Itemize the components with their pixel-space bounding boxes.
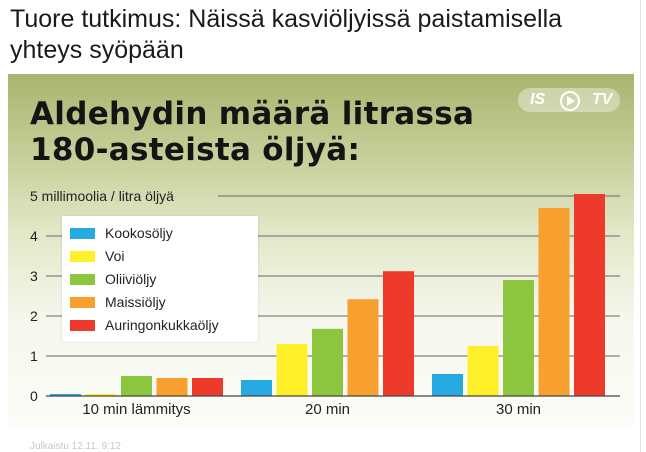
bar-voi: [276, 344, 308, 396]
y-tick-label: 2: [30, 308, 38, 324]
legend-label: Maissiöljy: [105, 294, 166, 310]
y-tick-label: 0: [30, 388, 38, 404]
legend-swatch: [70, 228, 95, 239]
x-tick-label: 10 min lämmitys: [82, 401, 190, 418]
bar-kookosöljy: [50, 394, 81, 396]
infographic-panel: Aldehydin määrä litrassa 180-asteista ölj…: [8, 74, 634, 426]
chart-title-line: Aldehydin määrä litrassa: [30, 96, 475, 132]
bar-voi: [85, 394, 117, 396]
bar-auringonkukkaöljy: [383, 271, 414, 396]
x-tick-label: 30 min: [496, 401, 541, 418]
y-tick-label: 4: [30, 228, 38, 244]
bar-oliiviöljy: [312, 328, 343, 396]
legend-label: Auringonkukkaöljy: [105, 317, 219, 333]
x-tick-label: 20 min: [305, 401, 350, 418]
logo-tv-text: TV: [592, 91, 613, 108]
legend-swatch: [70, 320, 95, 331]
page-edge-divider: [640, 0, 641, 452]
bar-auringonkukkaöljy: [192, 378, 223, 396]
bar-voi: [467, 346, 499, 396]
is-tv-logo: IS TV: [518, 88, 620, 112]
legend-label: Voi: [105, 248, 125, 264]
bar-maissiöljy: [347, 299, 379, 396]
legend-label: Kookosöljy: [105, 225, 173, 241]
bar-maissiöljy: [156, 378, 188, 396]
y-tick-label: 3: [30, 268, 38, 284]
chart-legend: Kookosöljy Voi Oliiviöljy Maissiöljy Auringo…: [62, 216, 258, 342]
legend-label: Oliiviöljy: [105, 271, 157, 287]
play-icon: [560, 91, 580, 111]
bar-maissiöljy: [538, 208, 570, 396]
legend-swatch: [70, 274, 95, 285]
bar-oliiviöljy: [121, 376, 152, 396]
publish-caption: Julkaistu 12.11. 9:12: [30, 441, 121, 452]
bar-chart: 0 1 2 3 4 5 millimoolia / litra öljyä 10 min l…: [30, 188, 620, 418]
article-headline: Tuore tutkimus: Näissä kasviöljyissä pai…: [10, 5, 563, 64]
y-tick-label: 1: [30, 348, 38, 364]
chart-title: Aldehydin määrä litrassa 180-asteista ölj…: [30, 96, 474, 168]
y-axis-label: 5 millimoolia / litra öljyä: [30, 188, 174, 204]
bar-kookosöljy: [241, 380, 272, 396]
bar-auringonkukkaöljy: [574, 194, 605, 396]
legend-swatch: [70, 251, 95, 262]
bar-kookosöljy: [432, 374, 463, 396]
legend-swatch: [70, 297, 95, 308]
bar-oliiviöljy: [503, 280, 534, 396]
logo-is-text: IS: [530, 91, 546, 108]
chart-title-line: 180-asteista öljyä:: [30, 132, 361, 168]
